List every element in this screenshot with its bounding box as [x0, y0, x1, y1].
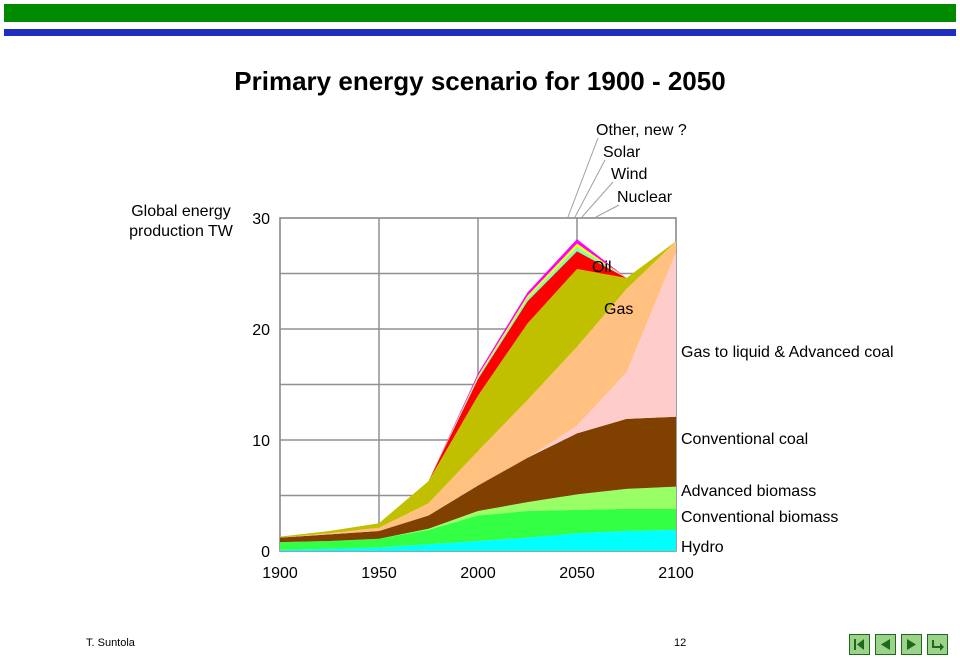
area-series-2	[280, 486, 676, 543]
x-tick-label: 1900	[262, 565, 298, 582]
return-icon[interactable]	[927, 634, 948, 655]
area-series-6	[280, 241, 676, 538]
leader-line	[567, 137, 599, 218]
footer-author: T. Suntola	[86, 637, 135, 649]
page-title: Primary energy scenario for 1900 - 2050	[234, 66, 726, 96]
next-icon[interactable]	[901, 634, 922, 655]
series-label-top: Wind	[611, 166, 647, 183]
area-series-5	[280, 241, 676, 538]
series-label-right: Gas to liquid & Advanced coal	[681, 344, 894, 361]
leader-line	[574, 159, 606, 218]
y-axis-label: Global energy production TW	[129, 203, 233, 240]
series-label-top: Nuclear	[617, 189, 673, 206]
first-icon[interactable]	[849, 634, 870, 655]
series-label-right: Hydro	[681, 539, 724, 556]
series-label-inner: Oil	[592, 259, 612, 276]
y-tick-label: 30	[252, 211, 270, 228]
leader-line	[581, 181, 614, 218]
series-label-top: Solar	[603, 144, 641, 161]
x-tick-label: 2000	[460, 565, 496, 582]
leader-line	[595, 204, 620, 218]
area-series-3	[280, 416, 676, 543]
series-label-inner: Gas	[604, 301, 633, 318]
series-label-right: Conventional biomass	[681, 509, 838, 526]
series-label-right: Advanced biomass	[681, 483, 816, 500]
series-label-right: Conventional coal	[681, 431, 808, 448]
x-tick-label: 2100	[658, 565, 694, 582]
x-tick-label: 2050	[559, 565, 595, 582]
series-label-top: Other, new ?	[596, 122, 687, 139]
x-tick-label: 1950	[361, 565, 397, 582]
y-tick-label: 20	[252, 322, 270, 339]
header-blue-bar	[4, 29, 956, 36]
area-series-7	[280, 241, 676, 537]
area-series-1	[280, 508, 676, 550]
y-tick-label: 0	[261, 544, 270, 561]
prev-icon[interactable]	[875, 634, 896, 655]
footer-page-number: 12	[674, 637, 687, 649]
area-series-0	[280, 529, 676, 551]
y-tick-label: 10	[252, 433, 270, 450]
header-green-bar	[4, 4, 956, 22]
